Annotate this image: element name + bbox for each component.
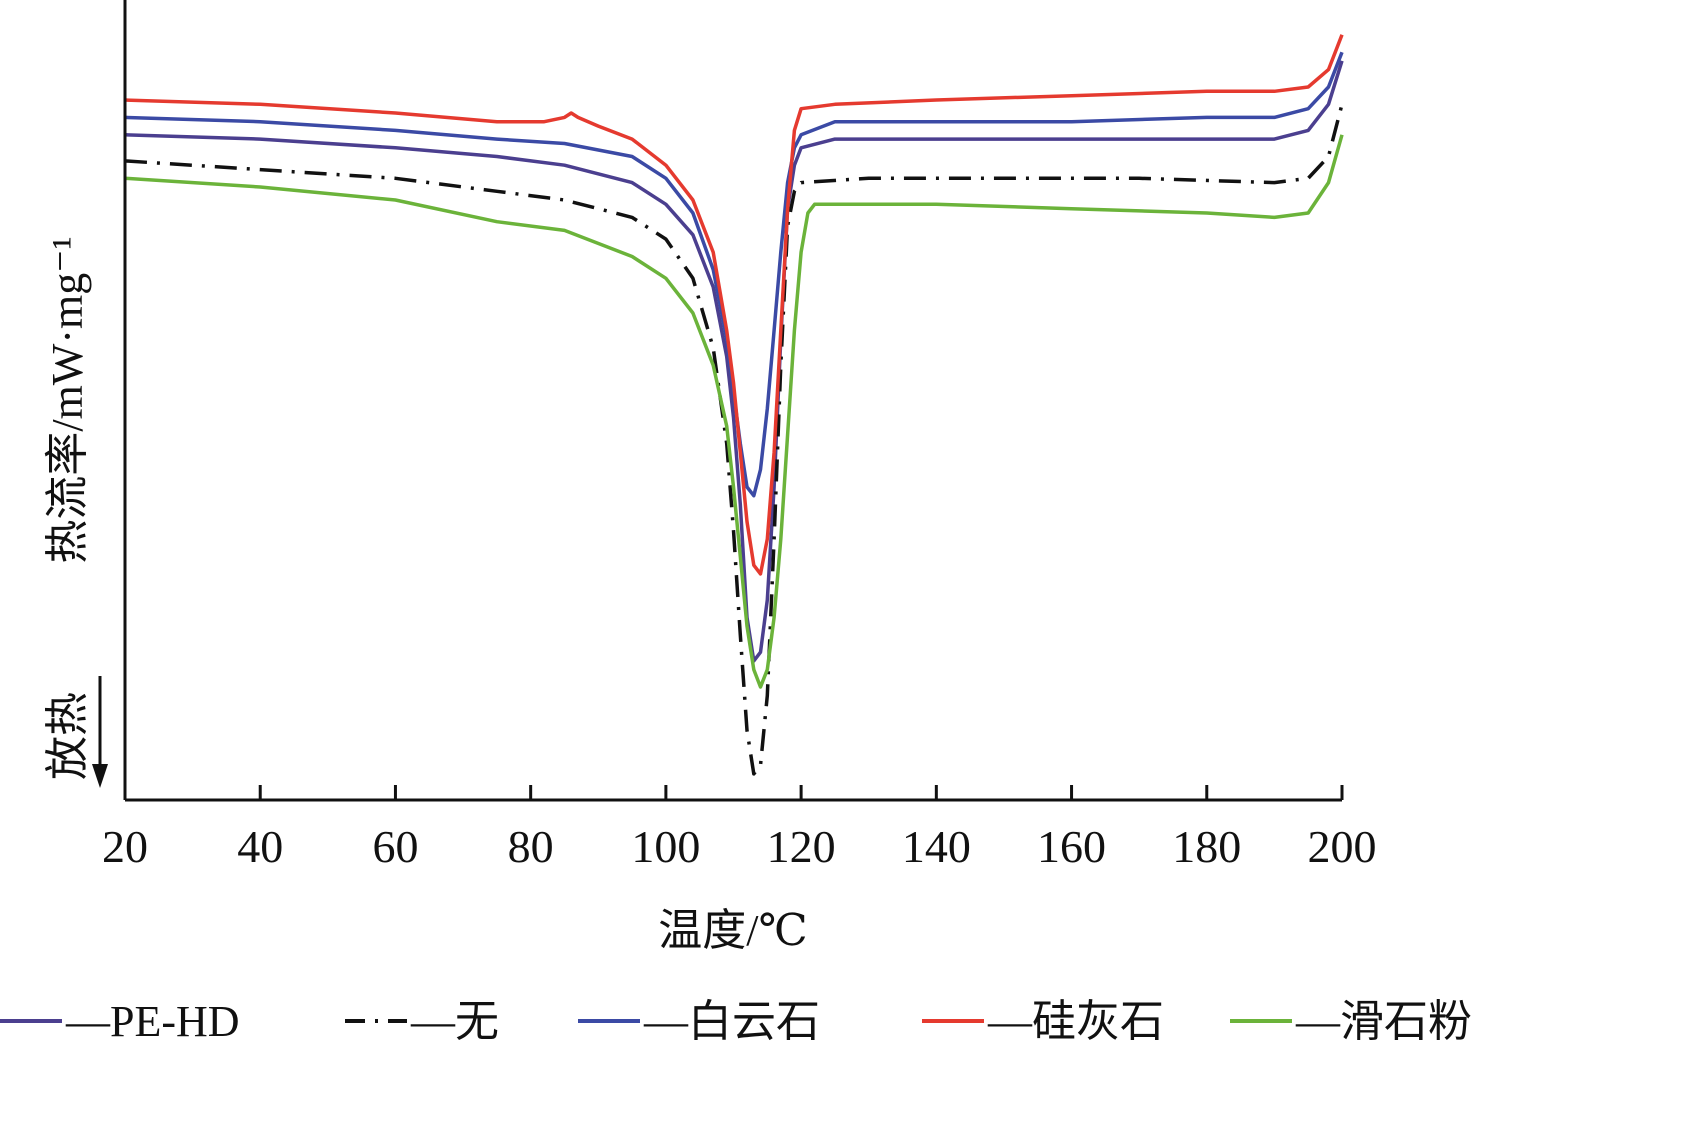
legend-label: —无 bbox=[410, 997, 499, 1046]
series-line-滑石粉 bbox=[124, 134, 1344, 689]
x-tick-label: 140 bbox=[902, 821, 971, 872]
x-tick-label: 160 bbox=[1037, 821, 1106, 872]
x-tick-label: 60 bbox=[372, 821, 418, 872]
x-tick-label: 20 bbox=[102, 821, 148, 872]
x-axis-title: 温度/℃ bbox=[658, 906, 807, 955]
x-ticks: 20 40 60 80 100 120 140 160 180 200 bbox=[102, 785, 1377, 872]
legend-label: —硅灰石 bbox=[987, 997, 1164, 1046]
x-tick-label: 100 bbox=[631, 821, 700, 872]
series-line-白云石 bbox=[124, 51, 1344, 498]
x-tick-label: 120 bbox=[767, 821, 836, 872]
legend-label: —白云石 bbox=[643, 997, 820, 1046]
legend-label: —滑石粉 bbox=[1295, 997, 1472, 1046]
arrow-head-icon bbox=[92, 764, 108, 788]
series-line-无 bbox=[124, 103, 1344, 776]
dsc-chart: 20 40 60 80 100 120 140 160 180 200 温度/℃ 热流率/mW·m… bbox=[0, 0, 1472, 1046]
plot-lines bbox=[124, 34, 1344, 776]
x-tick-label: 180 bbox=[1172, 821, 1241, 872]
exotherm-label: 放热 bbox=[43, 692, 92, 780]
x-tick-label: 200 bbox=[1308, 821, 1377, 872]
x-tick-label: 80 bbox=[508, 821, 554, 872]
exotherm-indicator: 放热 bbox=[43, 676, 108, 788]
axes bbox=[123, 0, 1342, 802]
legend-item: —滑石粉 bbox=[1230, 997, 1472, 1046]
legend-item: —PE-HD bbox=[0, 997, 240, 1046]
legend-item: —白云石 bbox=[578, 997, 820, 1046]
legend-item: —硅灰石 bbox=[922, 997, 1164, 1046]
y-axis-title: 热流率/mW·mg⁻¹ bbox=[43, 236, 92, 563]
x-tick-label: 40 bbox=[237, 821, 283, 872]
legend-item: —无 bbox=[345, 997, 499, 1046]
series-line-PE-HD bbox=[124, 60, 1344, 663]
legend: —PE-HD —无 —白云石 —硅灰石 —滑石粉 bbox=[0, 997, 1472, 1046]
series-line-硅灰石 bbox=[124, 34, 1344, 576]
legend-label: —PE-HD bbox=[65, 997, 240, 1046]
